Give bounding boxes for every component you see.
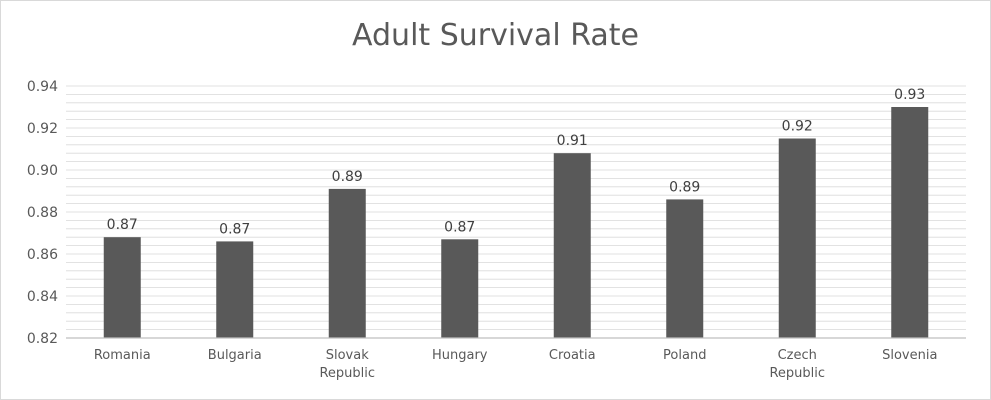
data-label: 0.87 <box>219 221 250 237</box>
data-label: 0.93 <box>894 87 925 103</box>
bar <box>328 188 366 338</box>
chart-title: Adult Survival Rate <box>352 18 639 53</box>
x-category-label: Bulgaria <box>208 348 262 363</box>
y-tick-label: 0.88 <box>27 205 58 221</box>
gridlines <box>66 85 966 331</box>
data-label: 0.89 <box>669 179 700 195</box>
y-tick-label: 0.84 <box>27 289 58 305</box>
x-category-label: Croatia <box>549 348 596 363</box>
bar <box>216 241 254 338</box>
bar <box>441 239 479 338</box>
bar <box>891 107 929 338</box>
y-tick-label: 0.94 <box>27 79 58 95</box>
x-category-label: Slovak Republic <box>319 348 375 381</box>
x-category-label: Czech Republic <box>769 348 825 381</box>
y-axis: 0.82 0.84 0.86 0.88 0.90 0.92 0.94 <box>27 79 58 347</box>
y-tick-label: 0.86 <box>27 247 58 263</box>
bar <box>778 138 816 338</box>
data-label: 0.87 <box>444 219 475 235</box>
x-category-label: Poland <box>663 348 706 363</box>
bar <box>553 153 591 338</box>
x-category-label: Slovenia <box>882 348 937 363</box>
y-tick-label: 0.92 <box>27 121 58 137</box>
bar <box>666 199 704 338</box>
data-label: 0.87 <box>107 217 138 233</box>
y-tick-label: 0.82 <box>27 331 58 347</box>
y-tick-label: 0.90 <box>27 163 58 179</box>
x-axis: Romania Bulgaria Slovak Republic Hungary Croa… <box>66 337 966 381</box>
x-category-label: Hungary <box>432 348 488 363</box>
bar <box>103 237 141 338</box>
bars <box>103 107 929 338</box>
data-label: 0.92 <box>782 119 813 135</box>
data-labels: 0.87 0.87 0.89 0.87 0.91 0.89 0.92 0.93 <box>107 87 926 237</box>
data-label: 0.91 <box>557 133 588 149</box>
data-label: 0.89 <box>332 169 363 185</box>
x-category-label: Romania <box>94 348 151 363</box>
